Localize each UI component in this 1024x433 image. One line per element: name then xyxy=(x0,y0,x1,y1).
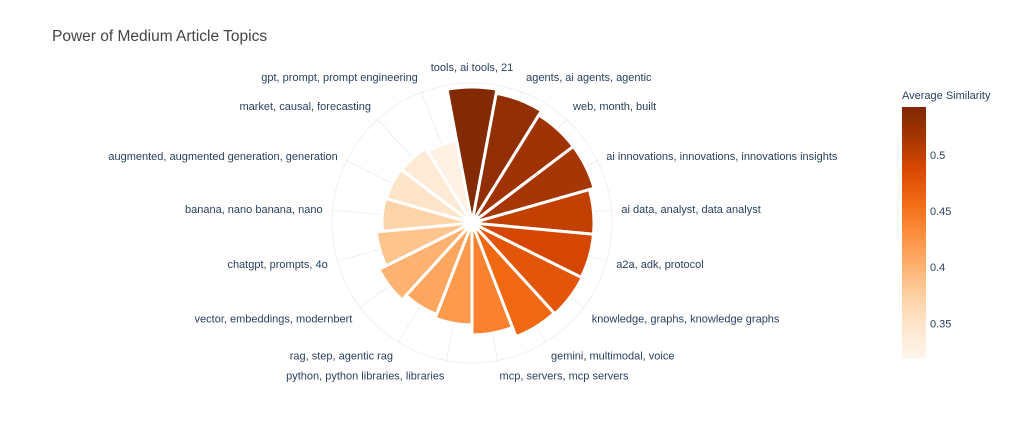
bar-16[interactable] xyxy=(425,138,474,224)
category-label: knowledge, graphs, knowledge graphs xyxy=(592,313,780,325)
bar-11[interactable] xyxy=(376,221,474,302)
colorbar-tick: 0.4 xyxy=(930,262,945,274)
category-label: ai data, analyst, data analyst xyxy=(621,204,760,216)
category-label: vector, embeddings, modernbert xyxy=(195,313,353,325)
bar-15[interactable] xyxy=(399,146,474,225)
category-label: gpt, prompt, prompt engineering xyxy=(261,72,418,84)
colorbar-tick: 0.35 xyxy=(930,318,951,330)
bar-0[interactable] xyxy=(445,85,499,224)
category-label: web, month, built xyxy=(572,101,656,113)
category-label: a2a, adk, protocol xyxy=(616,259,703,271)
category-label: gemini, multimodal, voice xyxy=(551,351,675,363)
chart-title: Power of Medium Article Topics xyxy=(52,28,268,45)
colorbar-tick: 0.45 xyxy=(930,206,951,218)
category-label: tools, ai tools, 21 xyxy=(431,62,514,74)
bar-1[interactable] xyxy=(470,91,544,224)
bar-7[interactable] xyxy=(470,221,557,339)
bar-8[interactable] xyxy=(470,222,515,337)
category-label: rag, step, agentic rag xyxy=(290,351,393,363)
bar-3[interactable] xyxy=(471,144,597,225)
colorbar-title: Average Similarity xyxy=(902,90,991,102)
category-label: banana, nano banana, nano xyxy=(185,204,323,216)
category-label: python, python libraries, libraries xyxy=(286,370,445,382)
category-label: chatgpt, prompts, 4o xyxy=(227,259,327,271)
colorbar xyxy=(902,107,926,358)
colorbar-tick: 0.5 xyxy=(930,150,945,162)
category-label: ai innovations, innovations, innovations… xyxy=(606,151,838,163)
category-label: mcp, servers, mcp servers xyxy=(500,370,629,382)
category-label: augmented, augmented generation, generat… xyxy=(108,151,337,163)
category-label: agents, ai agents, agentic xyxy=(526,72,652,84)
category-label: market, causal, forecasting xyxy=(239,101,370,113)
bar-12[interactable] xyxy=(374,221,473,268)
